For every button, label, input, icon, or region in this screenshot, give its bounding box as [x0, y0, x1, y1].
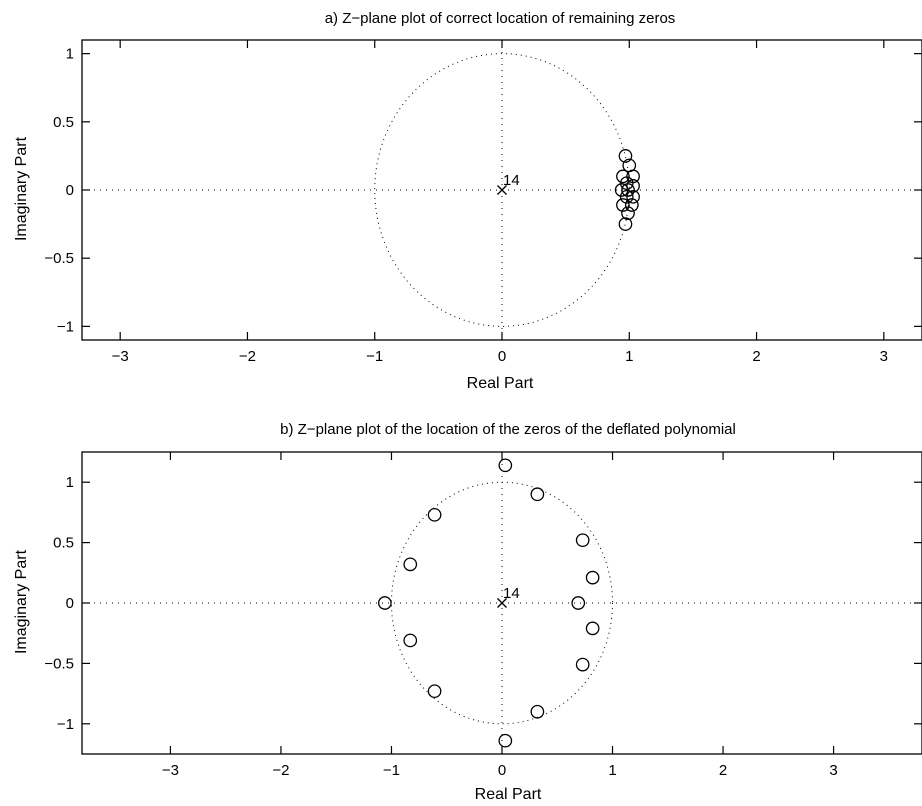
panel-a-xtick-label: −3	[112, 348, 129, 365]
panel-b-zero-marker	[530, 487, 545, 502]
panel-a-zero-marker	[618, 217, 633, 231]
panel-a-ytick-label: −0.5	[44, 250, 74, 267]
panel-a-ytick-label: −1	[57, 318, 74, 335]
panel-b-zero-marker	[530, 704, 545, 719]
panel-b-xtick-label: 0	[498, 762, 506, 779]
panel-a-xtick-label: −1	[366, 348, 383, 365]
panel-b-pole-marker	[497, 598, 507, 608]
panel-b-zero-marker	[403, 633, 418, 648]
panel-b-zero-marker	[575, 657, 590, 672]
panel-a-xtick-label: 0	[498, 348, 506, 365]
panel-a-ytick-label: 0.5	[53, 114, 74, 131]
panel-b-zero-marker	[403, 557, 418, 572]
panel-b-xtick-label: −2	[272, 762, 289, 779]
panel-b-xtick-label: 2	[719, 762, 727, 779]
panel-b-ytick-label: −0.5	[44, 655, 74, 672]
panel-a-zero-marker	[619, 176, 634, 191]
panel-b-xtick-label: −1	[383, 762, 400, 779]
panel-b-xtick-label: −3	[162, 762, 179, 779]
panel-b-ylabel: Imaginary Part	[13, 549, 30, 654]
panel-b-zero-marker	[585, 621, 600, 636]
panel-b-zero-marker	[585, 570, 600, 585]
panel-a-pole-multiplicity-label: 14	[503, 172, 520, 189]
panel-b-xlabel: Real Part	[475, 786, 542, 803]
panel-a-ytick-label: 0	[66, 182, 74, 199]
panel-a-zero-marker	[616, 198, 630, 212]
panel-a: a) Z−plane plot of correct location of r…	[13, 10, 922, 392]
panel-a-zero-marker	[621, 183, 635, 197]
panel-a-zero-marker	[614, 183, 629, 197]
panel-a-zero-marker	[626, 189, 640, 204]
panel-a-xtick-label: 3	[880, 348, 888, 365]
panel-b-zero-marker	[498, 733, 513, 748]
panel-b-xtick-label: 3	[829, 762, 837, 779]
panel-a-xtick-label: −2	[239, 348, 256, 365]
panel-a-zero-marker	[624, 198, 639, 212]
panel-a-xtick-label: 2	[752, 348, 760, 365]
panel-a-pole-marker	[497, 185, 507, 195]
panel-b-zero-marker	[571, 596, 586, 610]
panel-a-xlabel: Real Part	[467, 375, 534, 392]
panel-b-zero-marker	[575, 533, 590, 548]
panel-a-zero-marker	[619, 189, 634, 204]
panel-a-ytick-label: 1	[66, 46, 74, 63]
panel-b-unit-circle	[390, 481, 614, 725]
panel-b-zero-marker	[377, 596, 392, 610]
panel-a-xtick-label: 1	[625, 348, 633, 365]
panel-b-title: b) Z−plane plot of the location of the z…	[280, 421, 736, 438]
panel-b-pole-multiplicity-label: 14	[503, 585, 520, 602]
panel-b-zero-marker	[427, 684, 442, 699]
panel-b-ytick-label: 0.5	[53, 535, 74, 552]
panel-b-zero-marker	[427, 507, 442, 522]
panel-b-ytick-label: 1	[66, 474, 74, 491]
panel-a-zero-marker	[621, 206, 635, 221]
panel-b-ytick-label: 0	[66, 595, 74, 612]
panel-a-title: a) Z−plane plot of correct location of r…	[325, 10, 676, 27]
panel-b-zero-marker	[498, 458, 513, 473]
panel-a-ylabel: Imaginary Part	[13, 136, 30, 241]
panel-b-ytick-label: −1	[57, 716, 74, 733]
panel-b: b) Z−plane plot of the location of the z…	[13, 421, 922, 803]
panel-a-zero-marker	[618, 149, 633, 163]
panel-b-xtick-label: 1	[608, 762, 616, 779]
panel-a-zero-marker	[616, 169, 630, 184]
